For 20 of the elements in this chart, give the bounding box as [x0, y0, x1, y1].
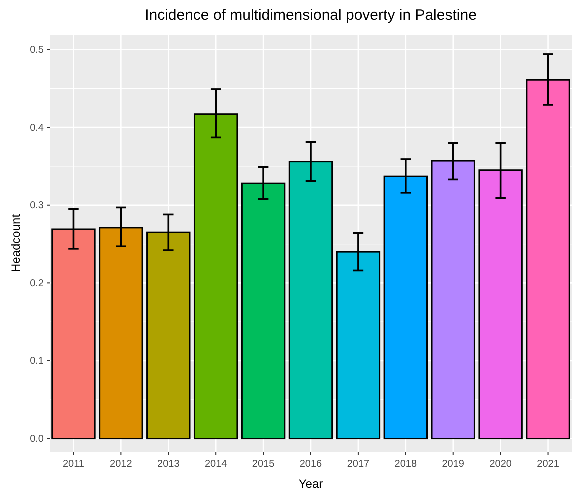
y-tick-label: 0.1 [30, 356, 44, 368]
chart-title: Incidence of multidimensional poverty in Palestine [145, 7, 477, 24]
x-tick-label: 2011 [62, 459, 85, 470]
x-axis-title: Year [298, 477, 324, 491]
x-tick-label: 2019 [442, 459, 465, 470]
x-tick-label: 2021 [537, 459, 560, 470]
y-tick-label: 0.0 [30, 434, 44, 445]
x-tick-label: 2018 [394, 459, 418, 470]
y-axis-title: Headcount [9, 214, 23, 273]
y-tick-label: 0.5 [30, 44, 44, 56]
x-tick-label: 2014 [204, 459, 228, 470]
x-tick-label: 2016 [300, 459, 323, 470]
x-tick-label: 2017 [347, 459, 370, 470]
x-tick-label: 2013 [158, 459, 180, 470]
x-tick-label: 2012 [110, 459, 133, 470]
y-tick-label: 0.3 [30, 200, 44, 212]
x-tick-label: 2015 [252, 459, 276, 470]
y-tick-label: 0.4 [30, 122, 44, 134]
y-tick-label: 0.2 [30, 278, 44, 290]
x-tick-label: 2020 [490, 459, 512, 470]
